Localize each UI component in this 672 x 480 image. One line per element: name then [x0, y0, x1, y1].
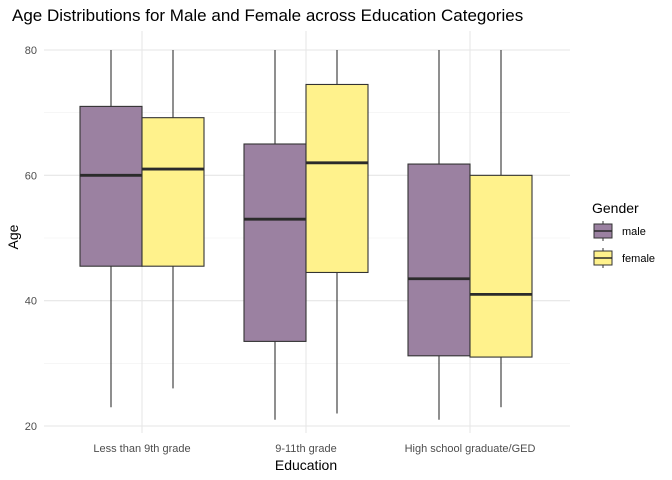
- x-tick-label: 9-11th grade: [275, 443, 337, 455]
- legend-title: Gender: [592, 200, 639, 216]
- chart-title: Age Distributions for Male and Female ac…: [12, 6, 523, 25]
- box-female: [305, 50, 369, 414]
- box-male: [243, 50, 307, 420]
- box-body: [407, 163, 471, 357]
- box-body: [243, 143, 307, 342]
- legend-label-female: female: [622, 253, 655, 265]
- box-body: [141, 117, 205, 267]
- plot-area: 20 40 60 80 Less than 9th grade 9-11th grade H…: [25, 31, 570, 455]
- y-axis-title: Age: [5, 224, 21, 249]
- y-tick-label: 20: [25, 421, 37, 433]
- box-male: [407, 50, 471, 420]
- box-female: [469, 50, 533, 408]
- x-axis-title: Education: [275, 457, 337, 473]
- box-body: [79, 105, 143, 267]
- box-body: [305, 83, 369, 274]
- box-body: [469, 174, 533, 358]
- x-tick-label: High school graduate/GED: [405, 443, 536, 455]
- box-female: [141, 50, 205, 389]
- y-tick-label: 60: [25, 170, 37, 182]
- y-tick-label: 40: [25, 296, 37, 308]
- box-male: [79, 50, 143, 408]
- y-tick-label: 80: [25, 45, 37, 57]
- legend-label-male: male: [622, 226, 646, 238]
- x-tick-label: Less than 9th grade: [93, 443, 190, 455]
- legend: Gender male female: [592, 200, 655, 268]
